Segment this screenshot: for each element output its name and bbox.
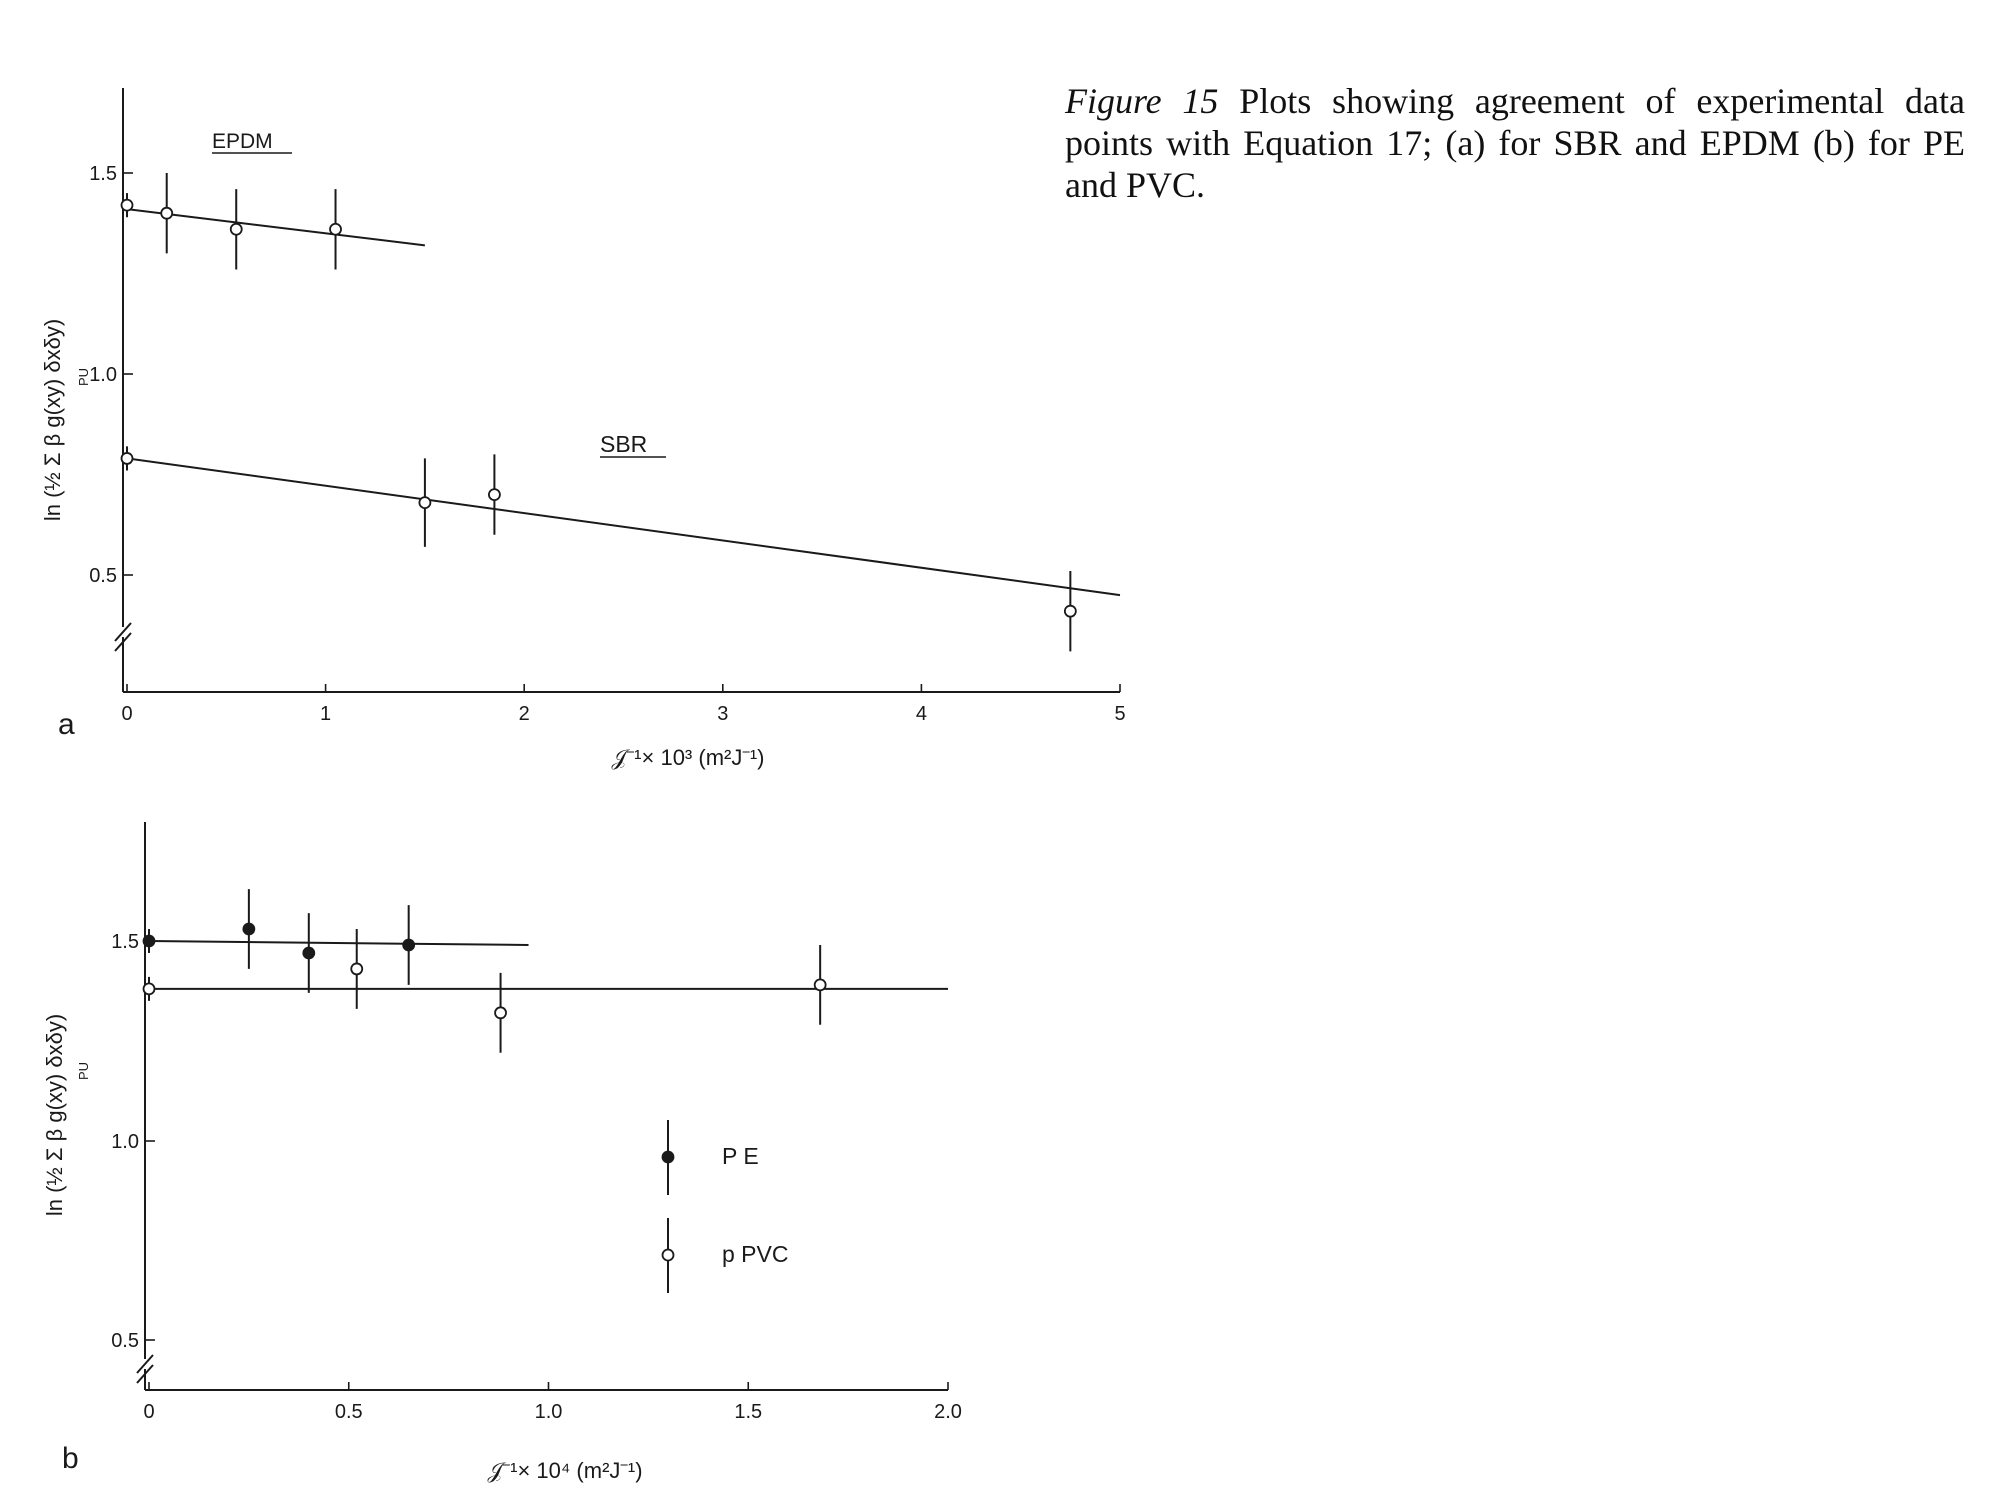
data-point-sbr: [418, 496, 432, 510]
panel-a-letter: a: [58, 708, 75, 741]
y-tick-label: 1.5: [111, 931, 139, 953]
x-tick-label: 0: [121, 703, 132, 725]
x-tick-label: 1.5: [734, 1401, 762, 1423]
panel-b-ylabel: ln (½ Σ β g(xy) δxδy): [42, 1014, 67, 1216]
panel-a-chart: 0 1 2 3 4 5 0.5 1.0 1.5 a EPDM SBR 𝒥⁻¹× 10³ (m²J…: [40, 88, 1126, 770]
x-tick-label: 1.0: [535, 1401, 563, 1423]
x-tick-label: 4: [916, 703, 927, 725]
caption-text: Plots showing agreement of experimental …: [1065, 81, 1965, 205]
legend-entry-pvc: p PVC: [722, 1241, 788, 1267]
fit-line-epdm: [126, 208, 426, 247]
data-point-pe: [302, 946, 316, 960]
x-tick-label: 5: [1114, 703, 1125, 725]
caption-label: Figure 15: [1065, 81, 1219, 121]
panel-a-ylabel: ln (½ Σ β g(xy) δxδy): [40, 319, 65, 521]
data-point-epdm: [120, 198, 134, 212]
fit-line-pe: [148, 940, 529, 946]
data-point-pe: [142, 934, 156, 948]
data-point-ppvc: [142, 982, 156, 996]
panel-b-ticks: 0 0.5 1.0 1.5 2.0 0.5 1.0 1.5: [111, 931, 962, 1423]
svg-text:ln (½ Σ β g(xy) δxδy): ln (½ Σ β g(xy) δxδy): [42, 1014, 67, 1216]
ylabel-subscript: PU: [76, 368, 91, 386]
panel-a-ticks: 0 1 2 3 4 5 0.5 1.0 1.5: [89, 163, 1125, 725]
legend-pvc-marker: [661, 1248, 675, 1262]
data-point-ppvc: [813, 978, 827, 992]
data-point-sbr: [488, 488, 501, 502]
legend: P E p PVC: [661, 1120, 788, 1293]
y-axis-break-mark: [114, 622, 132, 642]
panel-b-axes: [136, 822, 948, 1391]
x-tick-label: 3: [717, 703, 728, 725]
y-tick-label: 1.5: [89, 163, 117, 185]
figure-caption: Figure 15 Plots showing agreement of exp…: [1065, 80, 1965, 206]
data-point-ppvc: [494, 1006, 507, 1020]
data-point-epdm: [329, 222, 342, 236]
series-label-sbr: SBR: [600, 431, 647, 457]
x-tick-label: 2: [519, 703, 530, 725]
panel-b-chart: 0 0.5 1.0 1.5 2.0 0.5 1.0 1.5 b 𝒥⁻¹× 10⁴ (m²J⁻¹…: [42, 822, 962, 1483]
data-point-epdm: [160, 206, 174, 220]
ylabel-subscript: PU: [76, 1062, 91, 1080]
panel-a-axes: [114, 88, 1120, 693]
panel-b-marks: [142, 889, 948, 1053]
y-tick-label: 1.0: [111, 1131, 139, 1153]
data-point-epdm: [229, 222, 243, 236]
data-point-sbr: [120, 452, 134, 465]
series-label-epdm: EPDM: [212, 130, 273, 153]
x-tick-label: 1: [320, 703, 331, 725]
y-tick-label: 0.5: [89, 565, 117, 587]
panel-b-xlabel: 𝒥⁻¹× 10⁴ (m²J⁻¹): [487, 1458, 642, 1483]
svg-text:ln (½ Σ β g(xy) δxδy): ln (½ Σ β g(xy) δxδy): [40, 319, 65, 521]
data-point-pe: [242, 922, 256, 936]
panel-a-marks: [120, 173, 1121, 652]
x-tick-label: 0.5: [335, 1401, 363, 1423]
data-point-sbr: [1063, 604, 1077, 618]
fit-line-sbr: [126, 457, 1121, 597]
y-axis-break-mark: [136, 1354, 154, 1374]
legend-entry-pe: P E: [722, 1143, 759, 1169]
legend-pe-marker: [661, 1150, 675, 1164]
y-tick-label: 1.0: [89, 364, 117, 386]
panel-b-letter: b: [62, 1442, 79, 1475]
x-tick-label: 0: [143, 1401, 154, 1423]
data-point-ppvc: [350, 962, 364, 976]
panel-a-xlabel: 𝒥⁻¹× 10³ (m²J⁻¹): [612, 745, 765, 770]
x-tick-label: 2.0: [934, 1401, 962, 1423]
data-point-pe: [402, 938, 416, 952]
y-tick-label: 0.5: [111, 1330, 139, 1352]
